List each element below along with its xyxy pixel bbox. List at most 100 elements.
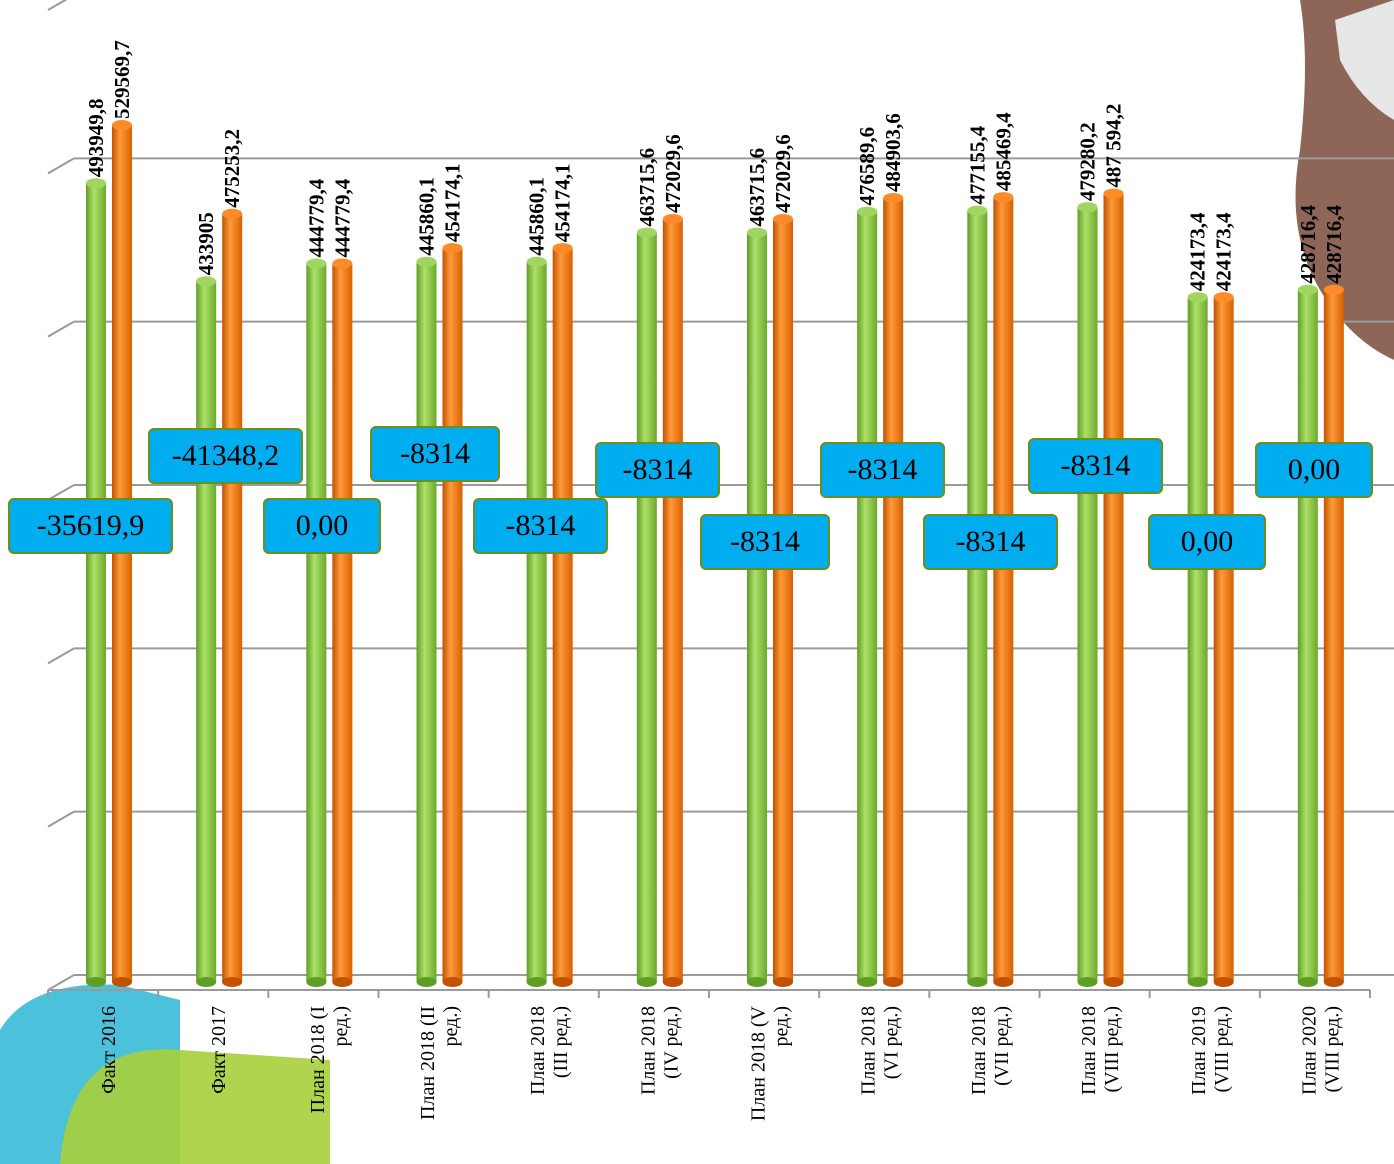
bar-top-series-1 xyxy=(1297,284,1318,295)
data-label-series-1: 428716,4 xyxy=(1296,205,1320,284)
difference-label: -8314 xyxy=(820,442,945,498)
difference-label: 0,00 xyxy=(263,498,381,554)
bar-top-series-2 xyxy=(1323,284,1344,295)
x-tick-label: ред.) xyxy=(771,1006,793,1046)
x-tick-label: ред.) xyxy=(330,1006,352,1046)
bar-base-series-1 xyxy=(967,977,988,987)
difference-label: 0,00 xyxy=(1255,442,1373,498)
bar-base-series-1 xyxy=(1187,977,1208,987)
data-label-series-2: 484903,6 xyxy=(881,113,905,192)
bar-series-2 xyxy=(993,197,1014,982)
data-label-series-2: 472029,6 xyxy=(771,134,795,213)
bar-top-series-1 xyxy=(967,205,988,216)
x-tick-label: (VII ред.) xyxy=(991,1006,1013,1086)
bar-base-series-2 xyxy=(662,977,683,987)
difference-label: -8314 xyxy=(473,498,608,554)
data-label-series-2: 529569,7 xyxy=(110,40,134,119)
data-label-series-2: 454174,1 xyxy=(551,163,575,242)
bar-series-2 xyxy=(222,213,243,982)
x-tick-label: План 2018 (II xyxy=(417,1006,439,1120)
data-label-series-2: 472029,6 xyxy=(661,134,685,213)
bar-top-series-1 xyxy=(636,227,657,238)
x-tick-label: План 2018 (V xyxy=(748,1005,770,1121)
bar-series-2 xyxy=(552,248,573,982)
bar-series-1 xyxy=(747,232,767,983)
data-label-series-2: 444779,4 xyxy=(330,178,354,257)
bar-base-series-2 xyxy=(442,977,463,987)
gridline-depth xyxy=(47,974,75,991)
bar-top-series-2 xyxy=(112,120,132,131)
green-leaf-decoration xyxy=(60,1049,330,1164)
data-label-series-1: 444779,4 xyxy=(304,178,328,257)
data-label-series-1: 424173,4 xyxy=(1186,212,1210,291)
data-label-series-1: 476589,6 xyxy=(855,127,879,206)
data-label-series-1: 479280,2 xyxy=(1076,122,1100,201)
x-tick-label: (VIII ред.) xyxy=(1101,1006,1123,1093)
x-tick-label: Факт 2017 xyxy=(208,1006,230,1094)
difference-label: -8314 xyxy=(923,514,1058,570)
x-tick-label: (VIII ред.) xyxy=(1321,1006,1343,1093)
bar-base-series-1 xyxy=(526,977,547,987)
difference-label: -35619,9 xyxy=(8,498,173,554)
difference-label: -8314 xyxy=(370,426,500,482)
data-label-series-1: 463715,6 xyxy=(635,148,659,227)
bar-top-series-2 xyxy=(662,214,683,225)
bar-top-series-1 xyxy=(306,258,327,269)
bar-series-1 xyxy=(86,183,106,982)
bar-base-series-1 xyxy=(857,977,878,987)
bar-base-series-2 xyxy=(112,977,132,987)
difference-label: -8314 xyxy=(595,442,720,498)
bar-series-2 xyxy=(1103,193,1124,983)
bar-base-series-2 xyxy=(883,977,904,987)
bar-series-2 xyxy=(662,219,683,983)
difference-label: -8314 xyxy=(1028,438,1163,494)
x-tick-label: (IV ред.) xyxy=(660,1006,682,1079)
bar-base-series-2 xyxy=(1323,977,1344,987)
x-tick-label: План 2020 xyxy=(1298,1006,1320,1095)
bar-base-series-2 xyxy=(332,977,353,987)
difference-label: 0,00 xyxy=(1148,514,1266,570)
bar-top-series-2 xyxy=(993,192,1014,203)
data-label-series-2: 487 594,2 xyxy=(1102,104,1126,188)
x-tick-label: План 2018 xyxy=(527,1006,549,1095)
bar-base-series-1 xyxy=(1077,977,1098,987)
x-tick-label: (III ред.) xyxy=(550,1006,572,1078)
bar-top-series-1 xyxy=(86,178,106,189)
bar-base-series-1 xyxy=(416,977,437,987)
x-tick-label: План 2018 xyxy=(1078,1006,1100,1095)
x-tick-label: (VI ред.) xyxy=(881,1006,903,1079)
bar-series-1 xyxy=(306,263,327,982)
bar-top-series-2 xyxy=(883,192,904,203)
gridline-depth xyxy=(47,484,75,501)
gridline-depth xyxy=(47,0,68,11)
bar-base-series-1 xyxy=(747,977,767,987)
bar-top-series-1 xyxy=(857,206,878,217)
data-label-series-2: 475253,2 xyxy=(220,129,244,208)
bar-top-series-2 xyxy=(1103,188,1124,199)
x-tick-label: План 2018 (I xyxy=(307,1006,329,1113)
bar-base-series-2 xyxy=(773,977,793,987)
bar-series-1 xyxy=(967,210,988,982)
x-tick-label: План 2019 xyxy=(1188,1006,1210,1095)
bar-base-series-1 xyxy=(196,977,217,987)
data-label-series-1: 445860,1 xyxy=(415,177,439,256)
bar-base-series-2 xyxy=(1213,977,1234,987)
data-label-series-1: 493949,8 xyxy=(84,98,108,177)
bar-base-series-1 xyxy=(306,977,327,987)
bar-top-series-2 xyxy=(552,243,573,254)
bar-base-series-1 xyxy=(636,977,657,987)
gridline-depth xyxy=(47,647,75,665)
data-label-series-1: 433905 xyxy=(194,212,218,275)
bar-top-series-2 xyxy=(773,214,793,225)
bar-base-series-1 xyxy=(1297,977,1318,987)
bar-series-1 xyxy=(1187,297,1208,982)
data-label-series-2: 454174,1 xyxy=(441,163,465,242)
bar-top-series-2 xyxy=(1213,292,1234,303)
bar-top-series-1 xyxy=(1187,292,1208,303)
gridline-depth xyxy=(47,320,75,338)
bar-base-series-2 xyxy=(222,977,243,987)
bar-series-2 xyxy=(1323,289,1344,983)
data-label-series-1: 477155,4 xyxy=(965,125,989,204)
